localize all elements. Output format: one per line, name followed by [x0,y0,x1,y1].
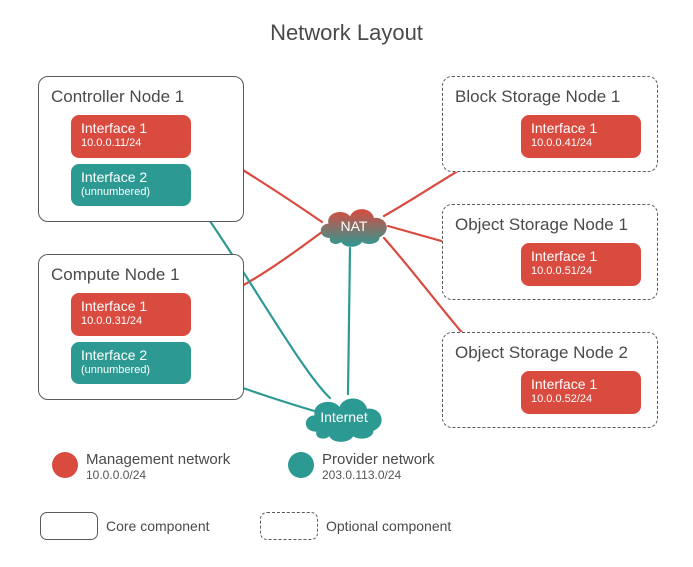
interface-title: Interface 1 [531,249,631,264]
node-box-block1: Block Storage Node 1 Interface 110.0.0.41… [442,76,658,172]
legend-network-label: Management network10.0.0.0/24 [86,451,230,483]
cloud-label: NAT [314,218,394,234]
interface-address: 10.0.0.31/24 [81,315,181,328]
interface-title: Interface 2 [81,348,181,363]
interface-badge: Interface 110.0.0.11/24 [71,115,191,158]
legend-title: Management network [86,451,230,468]
node-title: Object Storage Node 2 [455,343,645,363]
interface-address: 10.0.0.11/24 [81,137,181,150]
interface-badge: Interface 110.0.0.52/24 [521,371,641,414]
legend-subnet: 203.0.113.0/24 [322,468,435,482]
node-title: Compute Node 1 [51,265,231,285]
node-box-compute1: Compute Node 1Interface 110.0.0.31/24Int… [38,254,244,400]
interface-address: 10.0.0.41/24 [531,137,631,150]
cloud-label: Internet [298,409,390,425]
cloud-internet: Internet [298,390,390,446]
interface-address: 10.0.0.52/24 [531,393,631,406]
legend-dot [288,452,314,478]
interface-badge: Interface 110.0.0.51/24 [521,243,641,286]
legend-box [40,512,98,540]
interface-title: Interface 1 [81,121,181,136]
node-title: Object Storage Node 1 [455,215,645,235]
node-title: Block Storage Node 1 [455,87,645,107]
legend-box-label: Core component [106,518,210,534]
interface-address: (unnumbered) [81,364,181,377]
legend-network-label: Provider network203.0.113.0/24 [322,451,435,483]
interface-address: (unnumbered) [81,186,181,199]
legend-title: Provider network [322,451,435,468]
cloud-nat: NAT [314,200,394,252]
node-box-object1: Object Storage Node 1 Interface 110.0.0.5… [442,204,658,300]
interface-badge: Interface 110.0.0.41/24 [521,115,641,158]
node-box-controller1: Controller Node 1 Interface 110.0.0.11/24… [38,76,244,222]
legend-dot [52,452,78,478]
interface-title: Interface 1 [81,299,181,314]
interface-title: Interface 1 [531,377,631,392]
connection-line [348,248,350,394]
legend-box [260,512,318,540]
interface-badge: Interface 2(unnumbered) [71,164,191,207]
legend-box-label: Optional component [326,518,451,534]
interface-badge: Interface 2(unnumbered) [71,342,191,385]
interface-title: Interface 2 [81,170,181,185]
node-box-object2: Object Storage Node 2 Interface 110.0.0.5… [442,332,658,428]
legend-subnet: 10.0.0.0/24 [86,468,230,482]
interface-address: 10.0.0.51/24 [531,265,631,278]
interface-title: Interface 1 [531,121,631,136]
node-title: Controller Node 1 [51,87,231,107]
interface-badge: Interface 110.0.0.31/24 [71,293,191,336]
